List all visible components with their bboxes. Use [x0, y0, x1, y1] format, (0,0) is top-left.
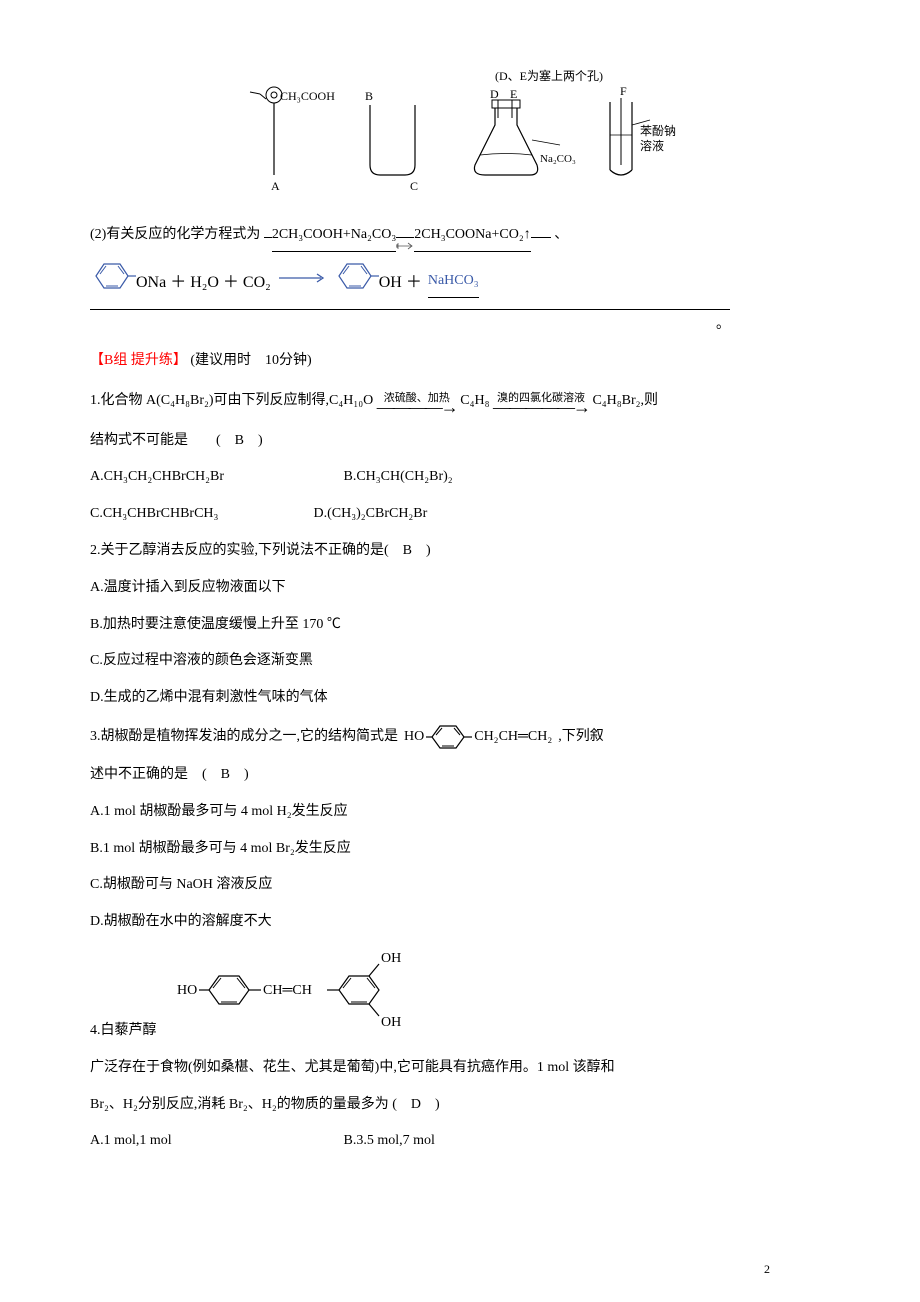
svg-text:溶液: 溶液 [640, 138, 664, 153]
bq2-stem: 2.关于乙醇消去反应的实验,下列说法不正确的是( B ) [90, 536, 830, 567]
q2-eq2: ONa ＋ H₂O ＋ CO₂ OH ＋ NaHCO₃ [90, 258, 730, 310]
svg-text:OH: OH [381, 1015, 401, 1030]
svg-text:A: A [271, 179, 280, 193]
q2-period: 。 [90, 310, 730, 341]
bq2-optB: B.加热时要注意使温度缓慢上升至 170 ℃ [90, 610, 830, 641]
svg-text:F: F [620, 84, 627, 98]
bq4-optB: B.3.5 mol,7 mol [344, 1133, 435, 1148]
svg-text:CH═CH: CH═CH [263, 983, 312, 998]
bq1-row-cd: C.CH₃CHBrCHBrCH₃ D.(CH₃)₂CBrCH₂Br [90, 499, 830, 530]
bq3-stem-line1: 3.胡椒酚是植物挥发油的成分之一,它的结构简式是 HO CH₂CH═CH₂ ,下… [90, 720, 830, 754]
bq4-row-ab: A.1 mol,1 mol B.3.5 mol,7 mol [90, 1126, 830, 1157]
bq4-stem1: 广泛存在于食物(例如桑椹、花生、尤其是葡萄)中,它可能具有抗癌作用。1 mol … [90, 1053, 830, 1084]
bgroup-time: (建议用时 10分钟) [190, 353, 311, 368]
flask-de: D E Na₂CO₃ [474, 87, 576, 175]
bq1-stem: 1.化合物 A(C₄H₈Br₂)可由下列反应制得,C₄H₁₀O 浓硫酸、加热——… [90, 383, 830, 419]
benzene-oh [333, 258, 379, 307]
svg-text:CH₃COOH: CH₃COOH [280, 89, 335, 103]
bq1-optC: C.CH₃CHBrCHBrCH₃ [90, 499, 310, 530]
bq4-lead-line: 4.白藜芦醇 HO CH═CH OH OH [90, 944, 830, 1047]
svg-text:B: B [365, 89, 373, 103]
eq2-rhs: OH ＋ [379, 265, 422, 300]
bq3-optA: A.1 mol 胡椒酚最多可与 4 mol H₂发生反应 [90, 797, 830, 828]
dropper-a: CH₃COOH A [250, 87, 335, 193]
apparatus-diagram: (D、E为塞上两个孔) CH₃COOH A B C D E Na₂C [90, 70, 830, 200]
bq3-stem-line2: 述中不正确的是 ( B ) [90, 760, 830, 791]
bgroup-header: 【B组 提升练】 (建议用时 10分钟) [90, 346, 830, 377]
eq2-lhs: ONa ＋ H₂O ＋ CO₂ [136, 265, 271, 300]
eq2-tail: NaHCO₃ [428, 266, 479, 298]
benzene-hujiao [424, 720, 474, 754]
q2-eq1-rhs: 2CH₃COONa+CO₂↑ [414, 220, 530, 252]
bq4-stem2: Br₂、H₂分别反应,消耗 Br₂、H₂的物质的量最多为 ( D ) [90, 1090, 830, 1121]
bq1-stem2: 结构式不可能是 ( B ) [90, 426, 830, 457]
q2-eq1-lhs: 2CH₃COOH+Na₂CO₃ [272, 220, 396, 252]
bq1-optA: A.CH₃CH₂CHBrCH₂Br [90, 462, 340, 493]
q2-text: (2)有关反应的化学方程式为 [90, 227, 260, 242]
bq3-optC: C.胡椒酚可与 NaOH 溶液反应 [90, 870, 830, 901]
q2-sep: 、 [554, 227, 568, 242]
diagram-note: (D、E为塞上两个孔) [495, 68, 603, 83]
bq4-lead: 4.白藜芦醇 [90, 1016, 157, 1047]
bq2-optA: A.温度计插入到反应物液面以下 [90, 573, 830, 604]
bq4-optA: A.1 mol,1 mol [90, 1126, 340, 1157]
q2-line1: (2)有关反应的化学方程式为 2CH₃COOH+Na₂CO₃ 2CH₃COONa+… [90, 220, 830, 252]
u-tube-bc: B C [365, 89, 418, 193]
page-number: 2 [764, 1256, 770, 1282]
bq2-optD: D.生成的乙烯中混有刺激性气味的气体 [90, 683, 830, 714]
bq2-optC: C.反应过程中溶液的颜色会逐渐变黑 [90, 646, 830, 677]
svg-text:苯酚钠: 苯酚钠 [640, 123, 676, 138]
svg-text:C: C [410, 179, 418, 193]
svg-text:HO: HO [177, 983, 197, 998]
benzene-ona [90, 258, 136, 307]
bgroup-label: 【B组 提升练】 [90, 353, 187, 368]
bq1-optB: B.CH₃CH(CH₂Br)₂ [344, 469, 453, 484]
svg-text:Na₂CO₃: Na₂CO₃ [540, 153, 576, 165]
bq3-optB: B.1 mol 胡椒酚最多可与 4 mol Br₂发生反应 [90, 834, 830, 865]
bq3-optD: D.胡椒酚在水中的溶解度不大 [90, 907, 830, 938]
tube-f: F 苯酚钠 溶液 [610, 84, 676, 175]
svg-text:D: D [490, 87, 499, 101]
svg-text:OH: OH [381, 951, 401, 966]
resveratrol-structure: HO CH═CH OH OH [177, 944, 437, 1034]
bq1-optD: D.(CH₃)₂CBrCH₂Br [314, 506, 428, 521]
bq1-row-ab: A.CH₃CH₂CHBrCH₂Br B.CH₃CH(CH₂Br)₂ [90, 462, 830, 493]
svg-text:E: E [510, 87, 517, 101]
